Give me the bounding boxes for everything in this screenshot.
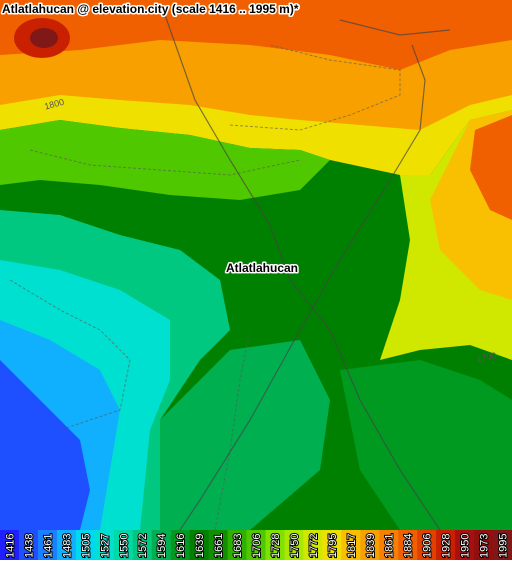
legend-label: 1861 <box>384 534 396 558</box>
legend-label: 1550 <box>118 534 130 558</box>
legend-swatch <box>151 530 172 560</box>
terrain-east-peak <box>470 115 512 220</box>
legend-label: 1483 <box>61 534 73 558</box>
place-label: Atlatlahucan <box>226 261 298 275</box>
road <box>179 44 426 531</box>
legend-label: 1995 <box>498 534 510 558</box>
legend-label: 1928 <box>441 534 453 558</box>
legend-label: 1706 <box>251 534 263 558</box>
road <box>164 14 271 226</box>
legend-swatch <box>227 530 248 560</box>
legend-label: 1728 <box>270 534 282 558</box>
map-title: Atlatlahucan @ elevation.city (scale 141… <box>2 2 299 16</box>
legend-swatch <box>75 530 96 560</box>
legend-label: 1639 <box>194 534 206 558</box>
trail <box>214 329 251 531</box>
legend-swatch <box>170 530 191 560</box>
trail <box>229 44 401 131</box>
legend-label: 1795 <box>327 534 339 558</box>
legend-swatch <box>0 530 20 560</box>
trail <box>9 279 131 431</box>
legend-label: 1950 <box>460 534 472 558</box>
legend: 1416 1438 1461 1483 1505 1527 1550 1572 1594 1616… <box>0 530 512 560</box>
legend-swatch <box>474 530 494 560</box>
legend-label: 1505 <box>80 534 92 558</box>
legend-swatch <box>246 530 266 560</box>
legend-swatch <box>455 530 475 560</box>
legend-swatch <box>208 530 229 560</box>
legend-label: 1572 <box>137 534 149 558</box>
legend-label: 1683 <box>232 534 244 558</box>
legend-label: 1839 <box>365 534 377 558</box>
legend-swatch <box>18 530 39 560</box>
legend-label: 1461 <box>42 534 54 558</box>
legend-label: 1616 <box>175 534 187 558</box>
legend-label: 1661 <box>213 534 225 558</box>
legend-label: 1438 <box>23 534 35 558</box>
legend-label: 1973 <box>479 534 491 558</box>
legend-swatch <box>303 530 323 560</box>
legend-swatch <box>379 530 399 560</box>
trail <box>29 149 301 176</box>
legend-swatch <box>322 530 342 560</box>
terrain-light-green <box>0 120 330 200</box>
legend-swatch <box>398 530 418 560</box>
legend-label: 1906 <box>422 534 434 558</box>
legend-label: 1817 <box>346 534 358 558</box>
legend-swatch <box>284 530 304 560</box>
terrain <box>0 0 512 530</box>
legend-swatch <box>94 530 115 560</box>
legend-label: 1594 <box>156 534 168 558</box>
terrain-peak-top <box>30 28 58 48</box>
legend-swatch <box>37 530 58 560</box>
terrain-green-southeast <box>340 360 512 530</box>
terrain-green-south <box>160 340 330 530</box>
legend-swatch <box>132 530 153 560</box>
legend-label: 1884 <box>403 534 415 558</box>
legend-swatch <box>360 530 380 560</box>
legend-swatch <box>341 530 361 560</box>
legend-label: 1527 <box>99 534 111 558</box>
road <box>269 224 441 531</box>
legend-swatch <box>56 530 77 560</box>
legend-label: 1772 <box>308 534 320 558</box>
legend-label: 1416 <box>4 534 16 558</box>
roads <box>9 14 451 531</box>
legend-label: 1750 <box>289 534 301 558</box>
legend-swatch <box>113 530 134 560</box>
contour-label: 1700 <box>476 350 497 363</box>
road <box>339 19 451 36</box>
legend-swatch <box>417 530 437 560</box>
terrain-orange-dark <box>0 0 512 70</box>
legend-swatch <box>436 530 456 560</box>
legend-swatch <box>265 530 285 560</box>
legend-swatch <box>493 530 512 560</box>
legend-swatch <box>189 530 210 560</box>
terrain-blue <box>0 360 90 530</box>
